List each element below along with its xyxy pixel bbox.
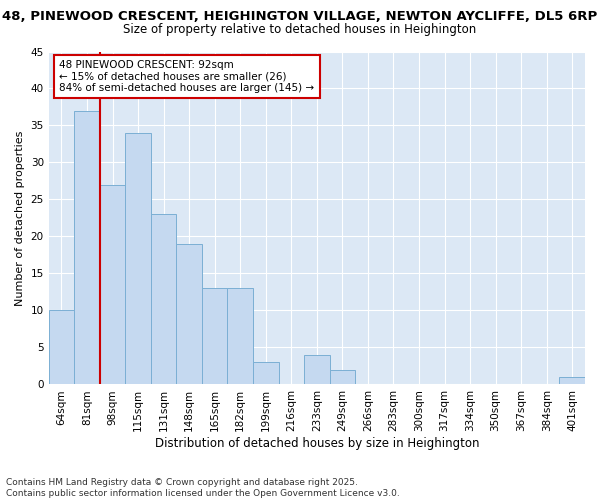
Text: Size of property relative to detached houses in Heighington: Size of property relative to detached ho…: [124, 22, 476, 36]
Text: Contains HM Land Registry data © Crown copyright and database right 2025.
Contai: Contains HM Land Registry data © Crown c…: [6, 478, 400, 498]
Y-axis label: Number of detached properties: Number of detached properties: [15, 130, 25, 306]
Text: 48, PINEWOOD CRESCENT, HEIGHINGTON VILLAGE, NEWTON AYCLIFFE, DL5 6RP: 48, PINEWOOD CRESCENT, HEIGHINGTON VILLA…: [2, 10, 598, 23]
Bar: [151, 214, 176, 384]
Bar: [559, 377, 585, 384]
Bar: [176, 244, 202, 384]
X-axis label: Distribution of detached houses by size in Heighington: Distribution of detached houses by size …: [155, 437, 479, 450]
Text: 48 PINEWOOD CRESCENT: 92sqm
← 15% of detached houses are smaller (26)
84% of sem: 48 PINEWOOD CRESCENT: 92sqm ← 15% of det…: [59, 60, 314, 93]
Bar: [253, 362, 278, 384]
Bar: [74, 110, 100, 384]
Bar: [227, 288, 253, 384]
Bar: [100, 184, 125, 384]
Bar: [49, 310, 74, 384]
Bar: [202, 288, 227, 384]
Bar: [125, 133, 151, 384]
Bar: [304, 355, 329, 384]
Bar: [329, 370, 355, 384]
